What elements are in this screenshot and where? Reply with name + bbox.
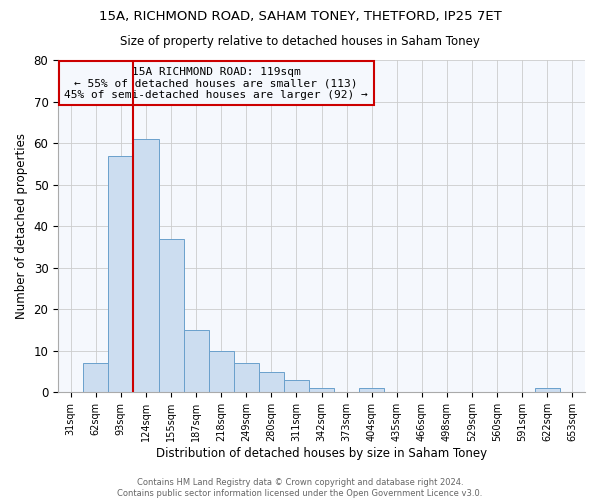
Bar <box>184 330 209 392</box>
Bar <box>209 351 234 393</box>
Bar <box>535 388 560 392</box>
Bar <box>259 372 284 392</box>
Bar <box>109 156 133 392</box>
Bar <box>83 364 109 392</box>
Text: 15A RICHMOND ROAD: 119sqm
← 55% of detached houses are smaller (113)
45% of semi: 15A RICHMOND ROAD: 119sqm ← 55% of detac… <box>64 66 368 100</box>
X-axis label: Distribution of detached houses by size in Saham Toney: Distribution of detached houses by size … <box>156 447 487 460</box>
Bar <box>158 238 184 392</box>
Bar <box>133 139 158 392</box>
Bar <box>359 388 384 392</box>
Bar <box>234 364 259 392</box>
Text: Size of property relative to detached houses in Saham Toney: Size of property relative to detached ho… <box>120 35 480 48</box>
Bar <box>284 380 309 392</box>
Y-axis label: Number of detached properties: Number of detached properties <box>15 133 28 319</box>
Text: 15A, RICHMOND ROAD, SAHAM TONEY, THETFORD, IP25 7ET: 15A, RICHMOND ROAD, SAHAM TONEY, THETFOR… <box>98 10 502 23</box>
Bar <box>309 388 334 392</box>
Text: Contains HM Land Registry data © Crown copyright and database right 2024.
Contai: Contains HM Land Registry data © Crown c… <box>118 478 482 498</box>
